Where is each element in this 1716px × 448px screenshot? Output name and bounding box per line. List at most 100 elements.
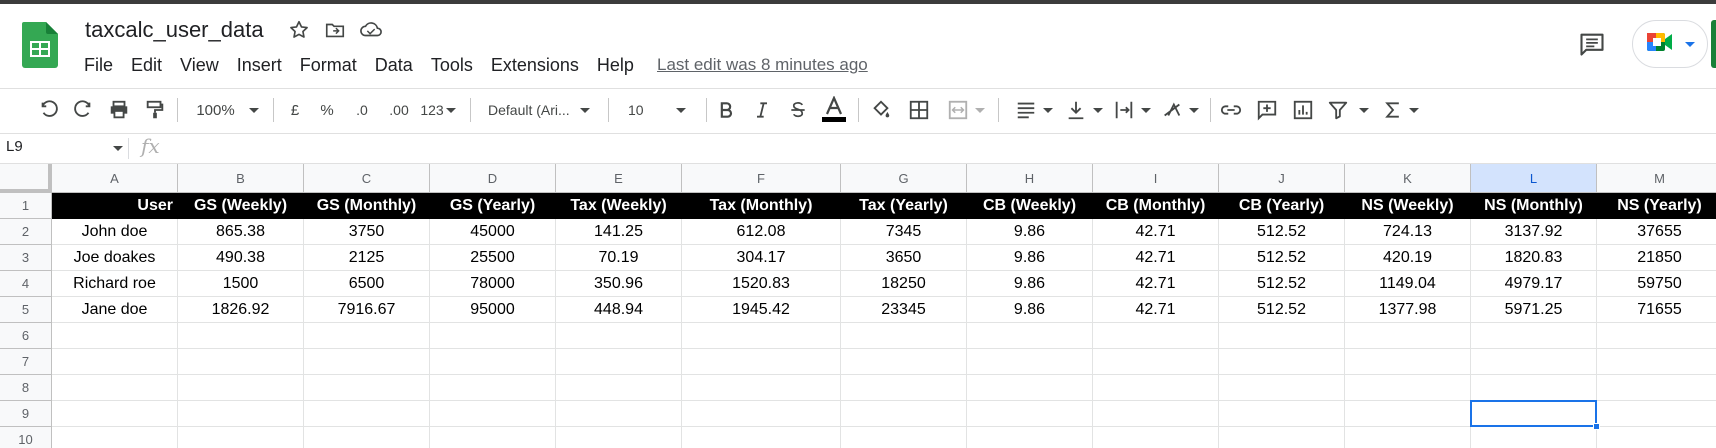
empty-cell[interactable] — [178, 323, 304, 349]
fill-color-icon[interactable] — [868, 94, 894, 126]
header-cell[interactable]: CB (Monthly) — [1093, 193, 1219, 219]
header-cell[interactable]: GS (Weekly) — [178, 193, 304, 219]
redo-icon[interactable] — [70, 94, 96, 126]
data-cell[interactable]: 141.25 — [556, 219, 682, 245]
sheets-logo-icon[interactable] — [22, 22, 58, 68]
empty-cell[interactable] — [556, 375, 682, 401]
empty-cell[interactable] — [304, 427, 430, 448]
selected-cell-outline[interactable] — [1470, 400, 1597, 427]
data-cell[interactable]: 42.71 — [1093, 245, 1219, 271]
data-cell[interactable]: 3137.92 — [1471, 219, 1597, 245]
data-cell[interactable]: 448.94 — [556, 297, 682, 323]
data-cell[interactable]: 18250 — [841, 271, 967, 297]
data-cell[interactable]: 5971.25 — [1471, 297, 1597, 323]
strikethrough-icon[interactable] — [786, 94, 810, 126]
empty-cell[interactable] — [556, 349, 682, 375]
fill-handle[interactable] — [1593, 423, 1600, 430]
data-cell[interactable]: 25500 — [430, 245, 556, 271]
empty-cell[interactable] — [841, 323, 967, 349]
empty-cell[interactable] — [1597, 349, 1716, 375]
empty-cell[interactable] — [430, 349, 556, 375]
empty-cell[interactable] — [178, 427, 304, 448]
data-cell[interactable]: 3750 — [304, 219, 430, 245]
row-header-4[interactable]: 4 — [0, 271, 52, 297]
text-rotation-icon[interactable] — [1158, 94, 1202, 126]
header-cell[interactable]: CB (Yearly) — [1219, 193, 1345, 219]
data-cell[interactable]: 9.86 — [967, 219, 1093, 245]
empty-cell[interactable] — [967, 401, 1093, 427]
data-cell[interactable]: 490.38 — [178, 245, 304, 271]
data-cell[interactable]: 512.52 — [1219, 271, 1345, 297]
row-header-8[interactable]: 8 — [0, 375, 52, 401]
data-cell[interactable]: 1820.83 — [1471, 245, 1597, 271]
row-header-9[interactable]: 9 — [0, 401, 52, 427]
decrease-decimal-button[interactable]: .0 — [350, 94, 374, 126]
data-cell[interactable]: 9.86 — [967, 271, 1093, 297]
data-cell[interactable]: 23345 — [841, 297, 967, 323]
empty-cell[interactable] — [1093, 323, 1219, 349]
text-wrapping-icon[interactable] — [1110, 94, 1154, 126]
menu-view[interactable]: View — [180, 55, 219, 75]
empty-cell[interactable] — [841, 349, 967, 375]
empty-cell[interactable] — [967, 427, 1093, 448]
empty-cell[interactable] — [1345, 401, 1471, 427]
empty-cell[interactable] — [1597, 427, 1716, 448]
column-header-i[interactable]: I — [1093, 164, 1219, 193]
empty-cell[interactable] — [1597, 401, 1716, 427]
empty-cell[interactable] — [430, 375, 556, 401]
empty-cell[interactable] — [1345, 349, 1471, 375]
data-cell[interactable]: 1500 — [178, 271, 304, 297]
header-cell[interactable]: GS (Monthly) — [304, 193, 430, 219]
data-cell[interactable]: 9.86 — [967, 297, 1093, 323]
empty-cell[interactable] — [682, 427, 841, 448]
empty-cell[interactable] — [178, 401, 304, 427]
data-cell[interactable]: 612.08 — [682, 219, 841, 245]
menu-edit[interactable]: Edit — [131, 55, 163, 75]
column-header-j[interactable]: J — [1219, 164, 1345, 193]
empty-cell[interactable] — [52, 427, 178, 448]
empty-cell[interactable] — [52, 349, 178, 375]
row-header-2[interactable]: 2 — [0, 219, 52, 245]
data-cell[interactable]: 865.38 — [178, 219, 304, 245]
empty-cell[interactable] — [178, 349, 304, 375]
data-cell[interactable]: 512.52 — [1219, 245, 1345, 271]
select-all-corner[interactable] — [0, 164, 52, 193]
empty-cell[interactable] — [178, 375, 304, 401]
row-header-7[interactable]: 7 — [0, 349, 52, 375]
column-header-k[interactable]: K — [1345, 164, 1471, 193]
user-name-cell[interactable]: Jane doe — [52, 297, 178, 323]
empty-cell[interactable] — [1471, 375, 1597, 401]
row-header-3[interactable]: 3 — [0, 245, 52, 271]
empty-cell[interactable] — [1219, 401, 1345, 427]
header-cell[interactable]: Tax (Monthly) — [682, 193, 841, 219]
data-cell[interactable]: 7345 — [841, 219, 967, 245]
header-cell[interactable]: NS (Monthly) — [1471, 193, 1597, 219]
borders-icon[interactable] — [906, 94, 932, 126]
data-cell[interactable]: 304.17 — [682, 245, 841, 271]
functions-icon[interactable] — [1380, 94, 1422, 126]
empty-cell[interactable] — [1219, 427, 1345, 448]
insert-comment-icon[interactable] — [1254, 94, 1280, 126]
empty-cell[interactable] — [682, 375, 841, 401]
row-header-1[interactable]: 1 — [0, 193, 52, 219]
increase-decimal-button[interactable]: .00 — [385, 94, 413, 126]
column-header-e[interactable]: E — [556, 164, 682, 193]
empty-cell[interactable] — [1219, 375, 1345, 401]
header-cell[interactable]: NS (Weekly) — [1345, 193, 1471, 219]
data-cell[interactable]: 71655 — [1597, 297, 1716, 323]
empty-cell[interactable] — [52, 375, 178, 401]
user-name-cell[interactable]: John doe — [52, 219, 178, 245]
user-name-cell[interactable]: Richard roe — [52, 271, 178, 297]
empty-cell[interactable] — [556, 401, 682, 427]
data-cell[interactable]: 70.19 — [556, 245, 682, 271]
empty-cell[interactable] — [1597, 323, 1716, 349]
print-icon[interactable] — [106, 94, 132, 126]
data-cell[interactable]: 59750 — [1597, 271, 1716, 297]
column-header-h[interactable]: H — [967, 164, 1093, 193]
header-cell[interactable]: Tax (Weekly) — [556, 193, 682, 219]
column-header-a[interactable]: A — [52, 164, 178, 193]
data-cell[interactable]: 4979.17 — [1471, 271, 1597, 297]
empty-cell[interactable] — [430, 401, 556, 427]
empty-cell[interactable] — [682, 401, 841, 427]
column-header-d[interactable]: D — [430, 164, 556, 193]
